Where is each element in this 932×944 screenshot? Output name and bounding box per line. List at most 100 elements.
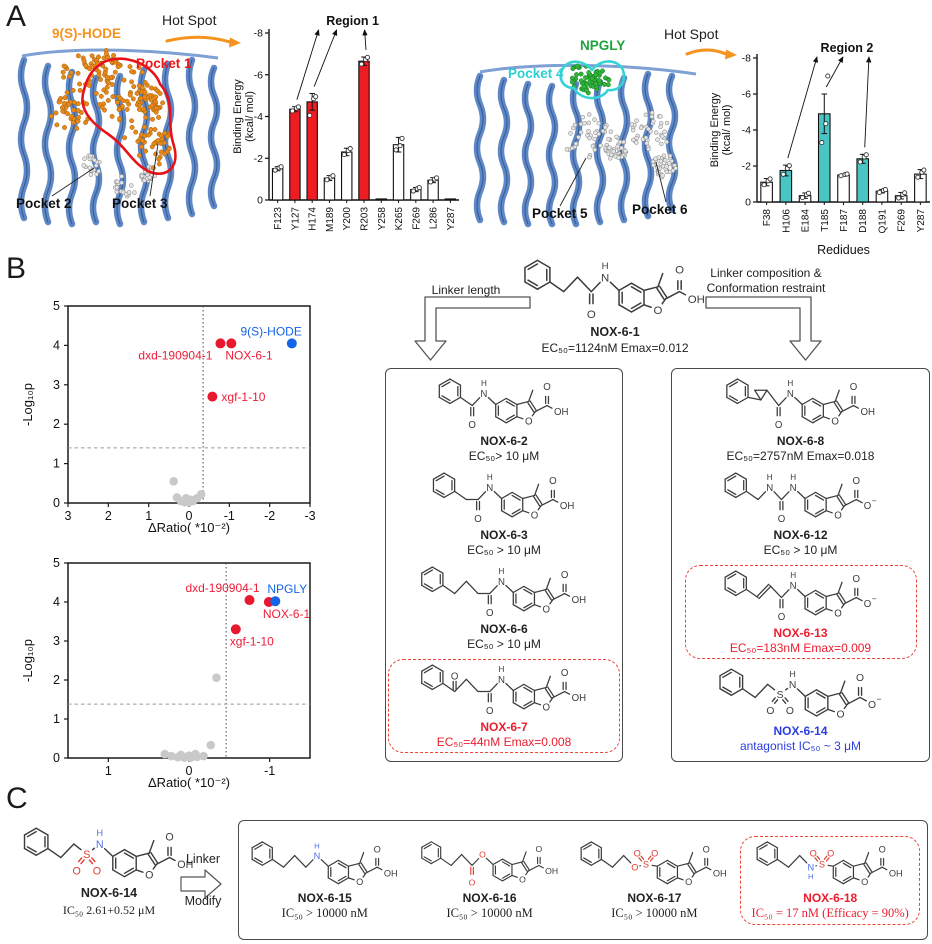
svg-text:O: O (861, 877, 868, 887)
pocket1-label: Pocket 1 (136, 56, 192, 71)
svg-text:9(S)-HODE: 9(S)-HODE (241, 324, 302, 338)
compound-activity: EC₅₀ > 10 μM (763, 543, 838, 557)
svg-text:O: O (852, 476, 860, 487)
structure-nox-6-2: O NH O O OH (438, 378, 569, 431)
compound-card-nox-6-8: O N H O O OH NOX-6-8 EC₅₀=2757nM Emax=0.018 (696, 377, 906, 463)
svg-text:O: O (373, 844, 380, 854)
svg-text:O: O (72, 865, 80, 877)
panel-c-label: C (6, 782, 28, 815)
svg-text:O: O (852, 574, 860, 585)
svg-text:N: N (480, 389, 487, 400)
svg-text:S: S (83, 849, 90, 861)
svg-text:-Log₁₀p: -Log₁₀p (20, 639, 35, 682)
structure-nox-6-6: O NH O O OH (421, 566, 586, 619)
svg-text:O: O (834, 608, 842, 619)
svg-text:4: 4 (53, 595, 60, 609)
svg-text:S: S (819, 859, 825, 869)
svg-text:3: 3 (65, 509, 72, 523)
svg-text:O: O (587, 309, 596, 321)
svg-text:0: 0 (53, 751, 60, 765)
svg-text:Y127: Y127 (290, 207, 301, 231)
compound-name: NOX-6-16 (462, 890, 517, 905)
svg-text:O: O (810, 848, 817, 858)
compound-card-nox-6-6: O N H O O OH NOX-6-6 EC₅₀ > 10 μM (399, 565, 609, 651)
svg-text:O: O (686, 877, 693, 887)
svg-text:0: 0 (257, 195, 263, 207)
pocket3-label: Pocket 3 (112, 196, 168, 211)
svg-text:OH: OH (713, 868, 727, 878)
svg-text:F187: F187 (839, 209, 850, 232)
svg-text:H: H (790, 571, 796, 580)
svg-text:O: O (652, 848, 659, 858)
compound-activity: IC₅₀ > 10000 nM (611, 905, 698, 920)
svg-text:0: 0 (745, 197, 751, 209)
svg-text:H: H (789, 669, 795, 679)
svg-text:ΔRatio( *10⁻²): ΔRatio( *10⁻²) (148, 520, 230, 535)
svg-text:N: N (789, 581, 796, 592)
svg-text:O: O (834, 510, 842, 521)
svg-text:N: N (313, 850, 320, 860)
compound-activity: EC₅₀> 10 μM (468, 449, 540, 463)
compound-activity: antagonist IC₅₀ ~ 3 μM (739, 739, 862, 753)
svg-text:H: H (790, 473, 796, 482)
svg-text:−: − (871, 497, 876, 506)
svg-text:O: O (468, 420, 476, 431)
svg-text:H: H (487, 473, 493, 482)
svg-text:NOX-6-1: NOX-6-1 (263, 607, 311, 621)
svg-text:OH: OH (554, 407, 569, 418)
svg-text:O: O (827, 848, 834, 858)
svg-text:H106: H106 (781, 209, 792, 233)
svg-text:H: H (96, 828, 103, 838)
lead-c-activity: IC₅₀ 2.61+0.52 μM (62, 903, 156, 917)
svg-text:dxd-190904-1: dxd-190904-1 (185, 581, 259, 595)
svg-text:OH: OH (384, 868, 398, 878)
arrow-label-modify: Modify (184, 894, 222, 908)
svg-text:O: O (863, 599, 871, 610)
svg-text:H: H (766, 473, 772, 482)
protein-right-graphic (473, 60, 697, 228)
svg-text:N: N (498, 577, 505, 588)
svg-text:O: O (525, 416, 533, 427)
svg-text:Y258: Y258 (377, 207, 388, 231)
svg-text:dxd-190904-1: dxd-190904-1 (138, 348, 212, 362)
svg-text:O: O (451, 671, 459, 682)
svg-text:O: O (703, 844, 710, 854)
structure-nox-6-7: O O NH O O OH (421, 664, 586, 717)
branch-label-linker-composition-2: Conformation restraint (706, 281, 826, 295)
svg-text:-8: -8 (254, 28, 263, 40)
svg-text:O: O (474, 514, 482, 525)
svg-text:OH: OH (545, 866, 558, 876)
svg-text:O: O (561, 668, 569, 679)
svg-text:F269: F269 (411, 207, 422, 230)
compound-card-nox-6-7: O O N H O O OH NOX-6-7 EC₅₀=44nM Emax=0.008 (388, 659, 620, 753)
svg-text:0: 0 (186, 509, 193, 523)
ligand-label-npgly: NPGLY (580, 38, 626, 53)
svg-text:H: H (314, 841, 320, 850)
svg-text:-4: -4 (254, 111, 263, 123)
svg-text:O: O (549, 476, 557, 487)
svg-text:Region 2: Region 2 (821, 41, 874, 55)
svg-text:1: 1 (53, 712, 60, 726)
svg-text:1: 1 (105, 764, 112, 778)
volcano-plot-bottom: 1 0 -1 0 1 2 3 4 5 dxd-190904-1 NOX-6-1 xgf-1-10 NPG… (20, 556, 311, 790)
svg-text:5: 5 (53, 299, 60, 313)
svg-text:O: O (867, 700, 875, 711)
svg-text:OH: OH (688, 294, 705, 306)
svg-text:O: O (356, 877, 363, 887)
pocket2-label: Pocket 2 (16, 196, 72, 211)
svg-text:Region 1: Region 1 (326, 14, 379, 28)
svg-text:-6: -6 (254, 69, 263, 81)
svg-text:N: N (808, 862, 815, 872)
svg-text:O: O (531, 510, 539, 521)
protein-left-graphic (17, 48, 221, 228)
compound-name: NOX-6-8 (776, 434, 825, 448)
svg-text:O: O (561, 570, 569, 581)
svg-text:O: O (165, 832, 173, 844)
compound-name: NOX-6-2 (480, 434, 528, 448)
svg-text:O: O (653, 305, 662, 317)
svg-text:O: O (486, 608, 494, 619)
pocket5-label: Pocket 5 (532, 206, 588, 221)
